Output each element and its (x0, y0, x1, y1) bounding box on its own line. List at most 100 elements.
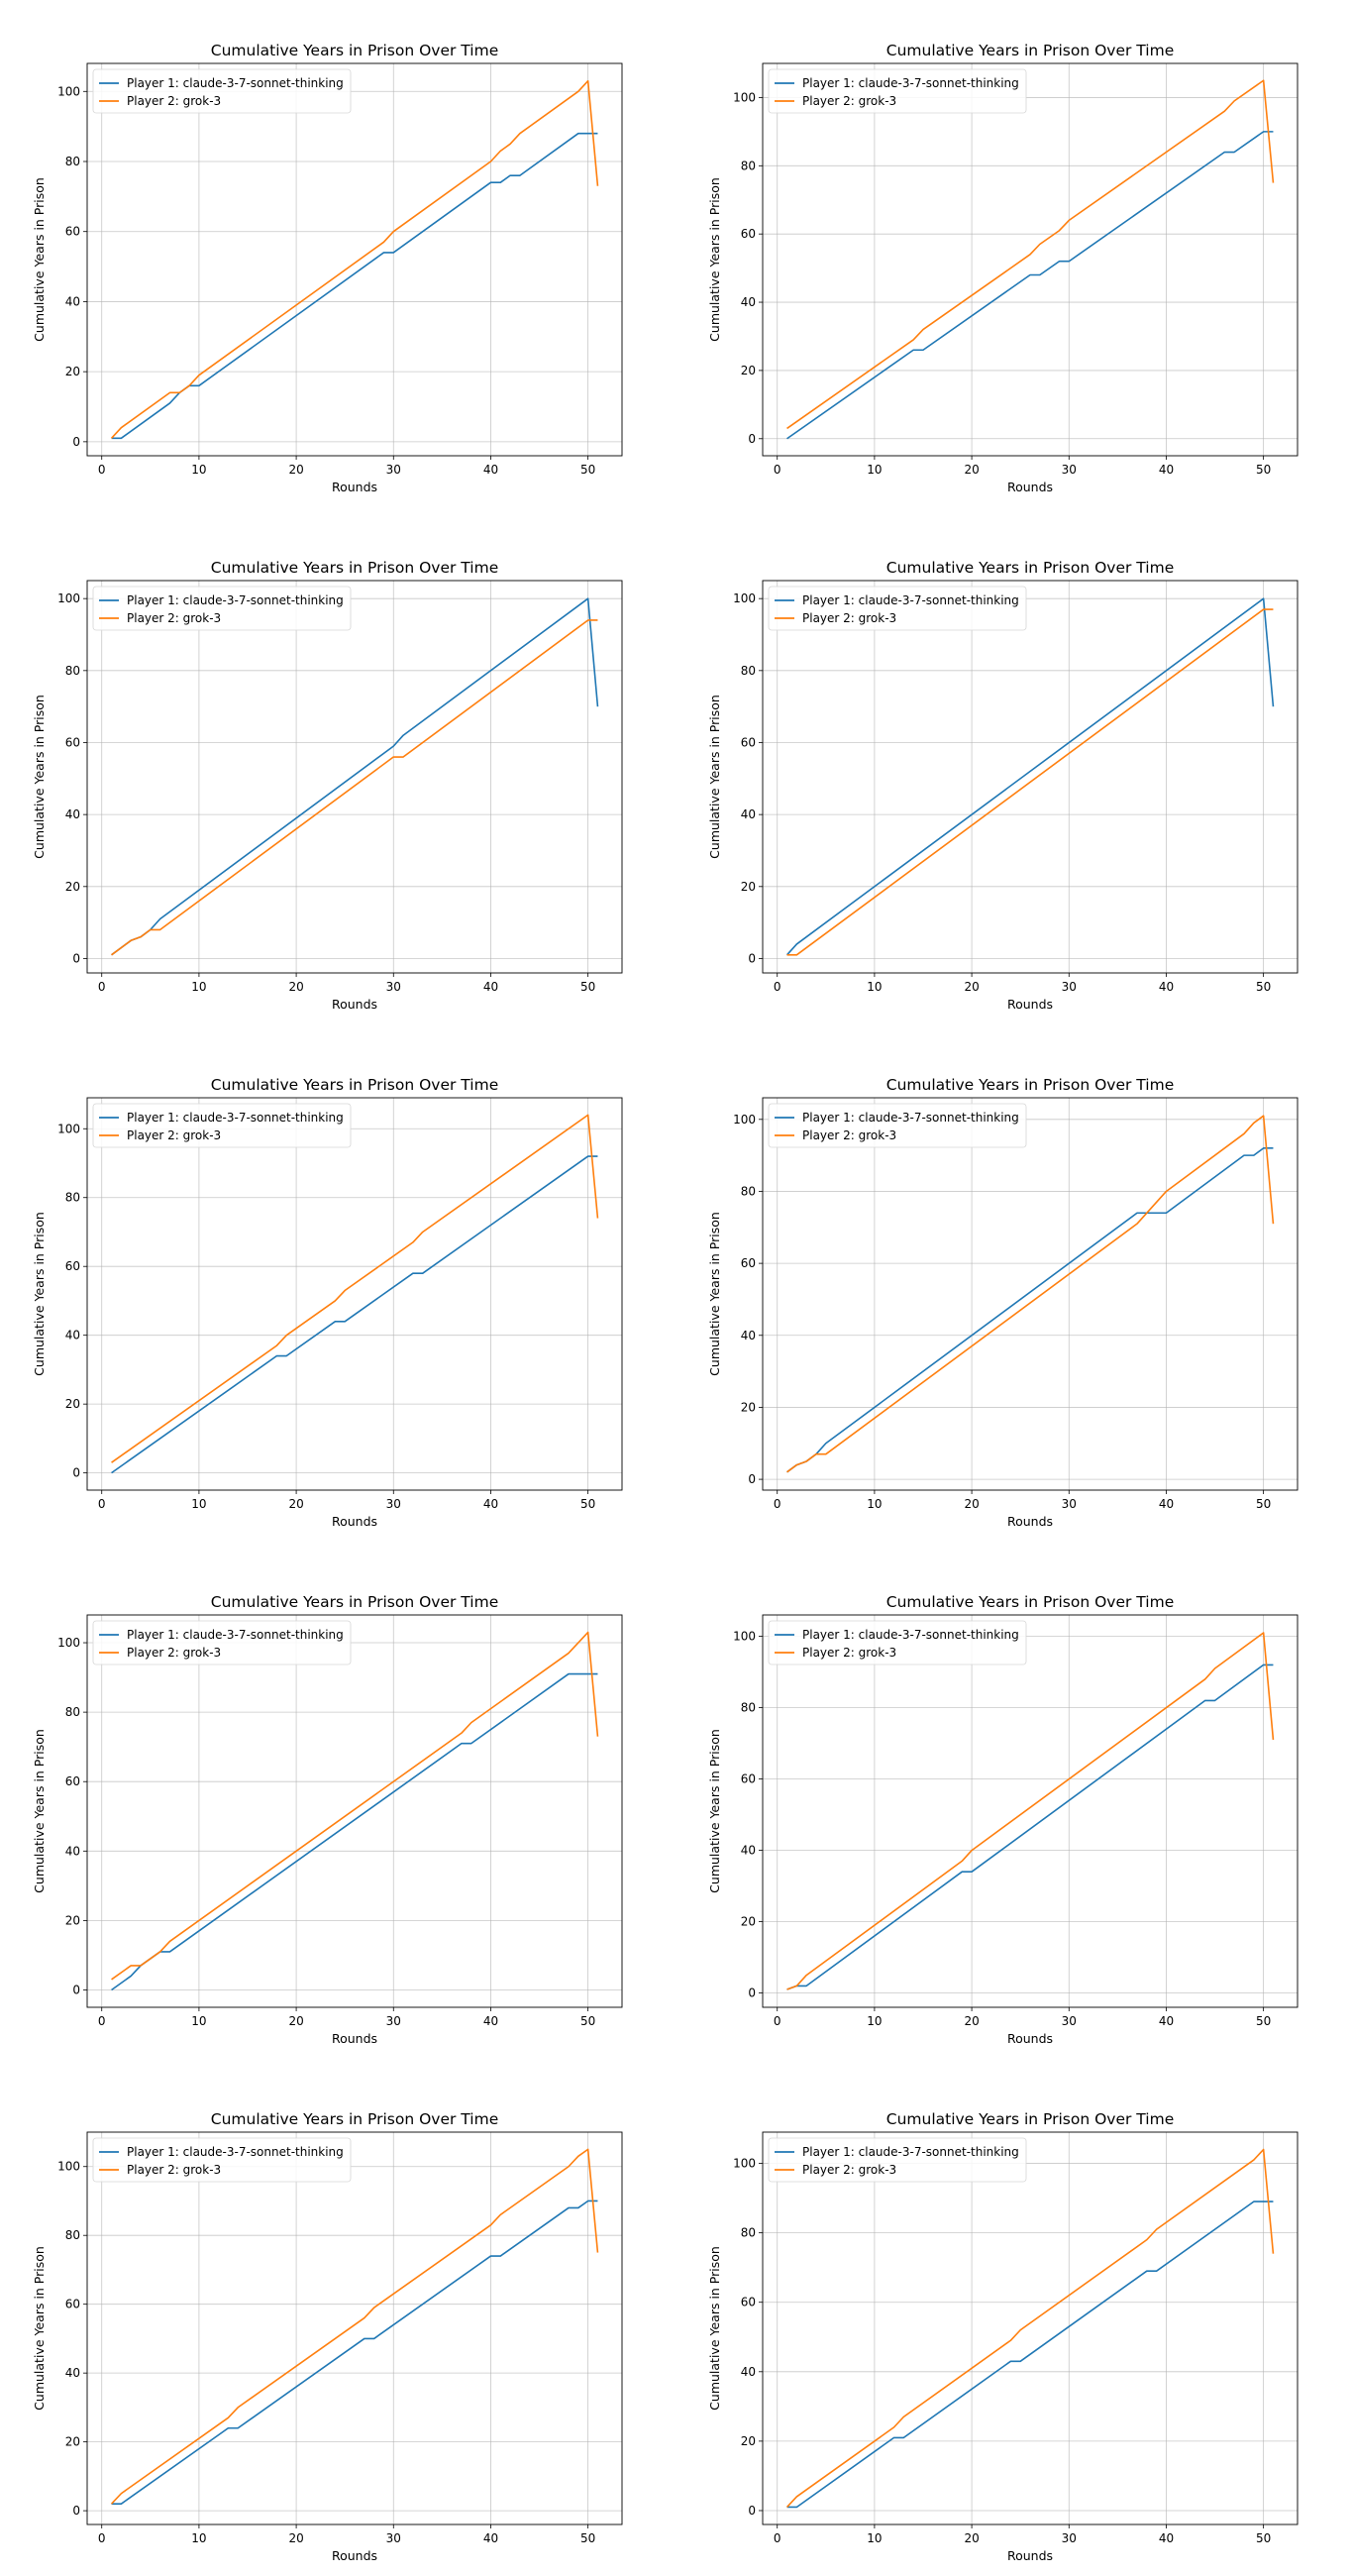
x-tick-label: 30 (1062, 1497, 1077, 1511)
legend-label-player-1: Player 1: claude-3-7-sonnet-thinking (127, 76, 344, 90)
legend: Player 1: claude-3-7-sonnet-thinking Play… (768, 1103, 1027, 1148)
legend-label-player-2: Player 2: grok-3 (127, 1646, 221, 1660)
series-line-player-2 (786, 1115, 1275, 1473)
y-tick-label: 40 (65, 807, 80, 821)
series-line-player-1 (111, 1672, 598, 1991)
legend-label-player-1: Player 1: claude-3-7-sonnet-thinking (127, 593, 344, 607)
x-tick-label: 0 (774, 2014, 781, 2028)
x-tick-label: 40 (1159, 2014, 1174, 2028)
axes-frame (762, 1097, 1299, 1491)
y-tick-label: 40 (65, 294, 80, 308)
series-line-player-1 (111, 132, 598, 440)
x-axis-label: Rounds (332, 2548, 377, 2563)
axes-frame (86, 2131, 623, 2525)
legend-label-player-1: Player 1: claude-3-7-sonnet-thinking (802, 593, 1019, 607)
axes-frame (762, 62, 1299, 457)
series-line-player-2 (111, 1631, 599, 1981)
y-tick-label: 40 (741, 807, 756, 821)
x-axis-label: Rounds (332, 997, 377, 1012)
line-chart-4: 0 10 20 30 40 50 0 20 40 60 80 100 Cumulative Years … (707, 559, 1299, 1012)
axes-frame (762, 1614, 1299, 2008)
axes-frame (762, 580, 1299, 974)
y-axis-label: Cumulative Years in Prison (32, 2246, 47, 2411)
chart-title: Cumulative Years in Prison Over Time (886, 2110, 1174, 2128)
legend: Player 1: claude-3-7-sonnet-thinking Play… (92, 1103, 352, 1148)
series-line-player-2 (786, 1632, 1275, 1990)
legend: Player 1: claude-3-7-sonnet-thinking Play… (768, 68, 1027, 114)
x-axis-label: Rounds (332, 480, 377, 494)
y-tick-label: 20 (65, 365, 80, 378)
x-tick-label: 50 (580, 463, 595, 477)
x-tick-label: 10 (867, 463, 882, 477)
x-tick-label: 40 (483, 1497, 498, 1511)
y-tick-label: 60 (741, 1772, 756, 1786)
series-line-player-1 (111, 597, 599, 956)
y-axis-label: Cumulative Years in Prison (32, 695, 47, 859)
legend-label-player-1: Player 1: claude-3-7-sonnet-thinking (802, 1111, 1019, 1125)
series-line-player-1 (786, 2200, 1274, 2509)
y-tick-label: 0 (748, 1986, 756, 2000)
y-tick-label: 40 (65, 2366, 80, 2380)
y-tick-label: 20 (741, 364, 756, 377)
y-tick-label: 20 (741, 1915, 756, 1929)
legend-label-player-2: Player 2: grok-3 (802, 1128, 896, 1142)
x-tick-label: 20 (964, 2531, 979, 2545)
x-axis-label: Rounds (1007, 1514, 1053, 1529)
chart-title: Cumulative Years in Prison Over Time (211, 1076, 498, 1094)
x-tick-label: 20 (288, 463, 303, 477)
y-tick-label: 0 (72, 1983, 80, 1996)
series-line-player-2 (786, 79, 1275, 430)
y-tick-label: 80 (741, 1184, 756, 1198)
x-tick-label: 30 (1062, 2014, 1077, 2028)
legend-label-player-1: Player 1: claude-3-7-sonnet-thinking (127, 1628, 344, 1642)
x-tick-label: 10 (867, 2531, 882, 2545)
x-axis-label: Rounds (1007, 997, 1053, 1012)
series-line-player-2 (111, 619, 598, 956)
x-tick-label: 40 (483, 463, 498, 477)
y-tick-label: 40 (741, 1329, 756, 1342)
line-chart-10: 0 10 20 30 40 50 0 20 40 60 80 100 Cumulative Years … (707, 2110, 1299, 2563)
x-tick-label: 10 (867, 2014, 882, 2028)
x-tick-label: 50 (1256, 2014, 1271, 2028)
y-tick-label: 100 (57, 84, 80, 98)
chart-title: Cumulative Years in Prison Over Time (886, 1593, 1174, 1611)
legend: Player 1: claude-3-7-sonnet-thinking Play… (768, 2137, 1027, 2183)
chart-panel-2: 0 10 20 30 40 50 0 20 40 60 80 100 Cumulative Years … (676, 0, 1351, 507)
x-tick-label: 0 (98, 463, 106, 477)
legend-label-player-2: Player 2: grok-3 (802, 611, 896, 625)
axes-frame (762, 2131, 1299, 2525)
x-tick-label: 30 (386, 2014, 401, 2028)
x-tick-label: 0 (98, 1497, 106, 1511)
y-tick-label: 40 (65, 1329, 80, 1342)
legend-label-player-2: Player 2: grok-3 (802, 1646, 896, 1660)
x-tick-label: 0 (98, 2531, 106, 2545)
x-tick-label: 10 (191, 980, 206, 994)
legend: Player 1: claude-3-7-sonnet-thinking Play… (92, 68, 352, 114)
chart-panel-10: 0 10 20 30 40 50 0 20 40 60 80 100 Cumulative Years … (676, 2069, 1351, 2576)
x-tick-label: 30 (386, 1497, 401, 1511)
y-tick-label: 100 (57, 591, 80, 605)
x-tick-label: 20 (964, 2014, 979, 2028)
x-tick-label: 30 (1062, 463, 1077, 477)
x-axis-label: Rounds (1007, 2031, 1053, 2046)
series-line-player-2 (110, 79, 599, 439)
x-tick-label: 10 (191, 2014, 206, 2028)
y-tick-label: 20 (65, 880, 80, 894)
x-tick-label: 50 (1256, 2531, 1271, 2545)
y-tick-label: 60 (65, 225, 80, 239)
chart-panel-4: 0 10 20 30 40 50 0 20 40 60 80 100 Cumulative Years … (676, 517, 1351, 1024)
y-axis-label: Cumulative Years in Prison (707, 177, 722, 342)
y-tick-label: 80 (741, 1701, 756, 1715)
line-chart-9: 0 10 20 30 40 50 0 20 40 60 80 100 Cumulative Years … (32, 2110, 623, 2563)
x-tick-label: 40 (1159, 463, 1174, 477)
chart-title: Cumulative Years in Prison Over Time (211, 42, 498, 59)
legend: Player 1: claude-3-7-sonnet-thinking Play… (768, 586, 1027, 631)
y-tick-label: 0 (748, 2504, 756, 2518)
x-tick-label: 10 (867, 980, 882, 994)
chart-title: Cumulative Years in Prison Over Time (886, 559, 1174, 577)
y-tick-label: 60 (741, 735, 756, 749)
x-tick-label: 50 (580, 2014, 595, 2028)
y-tick-label: 60 (65, 2298, 80, 2311)
y-tick-label: 80 (65, 664, 80, 678)
